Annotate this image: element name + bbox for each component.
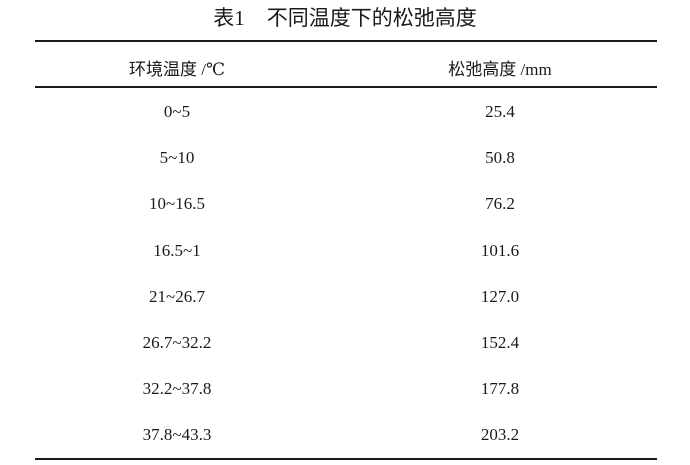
caption-number: 表1 (213, 6, 245, 30)
height-cell: 177.8 (480, 379, 520, 399)
temperature-cell: 16.5~1 (153, 240, 201, 260)
temperature-cell: 21~26.7 (149, 286, 205, 306)
temperature-cell: 26.7~32.2 (142, 333, 212, 352)
temperature-cell: 32.2~37.8 (142, 379, 212, 399)
header-height: 松弛高度 /mm (448, 59, 552, 79)
table-row: 10~16.5 76.2 (35, 189, 657, 219)
height-cell: 50.8 (485, 148, 515, 168)
header-rule (35, 86, 657, 88)
table-row: 5~10 50.8 (35, 143, 657, 173)
height-cell: 76.2 (485, 194, 515, 214)
table-row: 0~5 25.4 (35, 97, 657, 127)
temperature-cell: 0~5 (163, 102, 191, 121)
height-cell: 25.4 (485, 102, 515, 121)
height-cell: 152.4 (480, 333, 520, 352)
height-cell: 127.0 (480, 286, 520, 306)
header-row: 环境温度 /℃ 松弛高度 /mm (35, 52, 657, 82)
table-row: 37.8~43.3 203.2 (35, 420, 657, 450)
height-cell: 101.6 (480, 240, 520, 260)
height-cell: 203.2 (480, 425, 520, 445)
temperature-cell: 5~10 (159, 148, 195, 168)
temperature-cell: 37.8~43.3 (142, 425, 212, 445)
header-temperature: 环境温度 /℃ (129, 59, 225, 79)
bottom-rule (35, 458, 657, 460)
table-caption: 表1 不同温度下的松弛高度 (0, 2, 690, 32)
table-row: 32.2~37.8 177.8 (35, 374, 657, 404)
table-row: 21~26.7 127.0 (35, 282, 657, 312)
table-row: 26.7~32.2 152.4 (35, 328, 657, 358)
top-rule (35, 40, 657, 42)
temperature-cell: 10~16.5 (149, 194, 205, 214)
table-row: 16.5~1 101.6 (35, 236, 657, 266)
caption-text: 不同温度下的松弛高度 (266, 6, 477, 30)
